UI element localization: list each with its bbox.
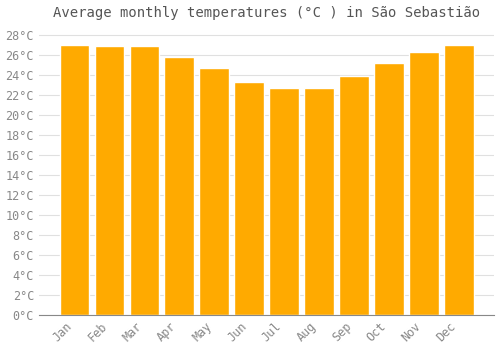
Bar: [60, 45, 90, 315]
Bar: [270, 88, 299, 315]
Bar: [130, 46, 159, 315]
Bar: [234, 82, 264, 315]
Bar: [374, 63, 404, 315]
Bar: [444, 45, 474, 315]
Bar: [200, 68, 229, 315]
Title: Average monthly temperatures (°C ) in São Sebastião: Average monthly temperatures (°C ) in Sã…: [53, 6, 480, 20]
Bar: [94, 46, 124, 315]
Bar: [164, 57, 194, 315]
Bar: [304, 88, 334, 315]
Bar: [339, 76, 369, 315]
Bar: [409, 52, 439, 315]
